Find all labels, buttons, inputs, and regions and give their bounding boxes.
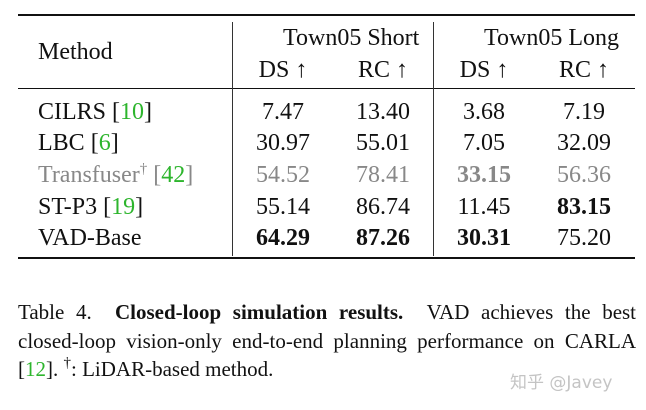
column-header: RC ↑ bbox=[357, 57, 408, 83]
method-cell: CILRS [10] bbox=[38, 100, 152, 124]
ref-bracket: ] bbox=[135, 194, 144, 220]
ref-bracket: ]. bbox=[46, 357, 59, 381]
method-cell: ST-P3 [19] bbox=[38, 195, 143, 219]
value-cell: 55.01 bbox=[356, 130, 410, 156]
citation: 10 bbox=[120, 99, 145, 125]
value-cell: 33.15 bbox=[457, 162, 511, 188]
column-header: RC ↑ bbox=[558, 57, 609, 83]
value-cell: 13.40 bbox=[356, 99, 410, 125]
ref-bracket: ] bbox=[110, 130, 119, 156]
value-cell: 83.15 bbox=[557, 194, 611, 220]
ref-bracket: ] bbox=[144, 99, 153, 125]
header-method: Method bbox=[38, 39, 113, 65]
method-cell: VAD-Base bbox=[38, 226, 142, 250]
column-header: DS ↑ bbox=[459, 57, 509, 83]
top-rule bbox=[18, 14, 635, 16]
citation: 6 bbox=[98, 130, 111, 156]
mid-rule bbox=[18, 88, 635, 89]
divider bbox=[433, 22, 434, 256]
column-header: DS ↑ bbox=[258, 57, 308, 83]
value-cell: 11.45 bbox=[457, 194, 511, 220]
method-name: Transfuser bbox=[38, 162, 140, 188]
value-cell: 54.52 bbox=[256, 162, 310, 188]
divider bbox=[232, 22, 233, 256]
ref-bracket: [ bbox=[153, 162, 162, 188]
footnote-mark: † bbox=[63, 355, 72, 371]
footnote-mark: † bbox=[139, 161, 148, 177]
ref-bracket: [ bbox=[18, 357, 25, 381]
watermark: 知乎 @Javey bbox=[510, 373, 613, 393]
value-cell: 7.19 bbox=[563, 99, 605, 125]
method-name: CILRS bbox=[38, 99, 107, 125]
value-cell: 30.31 bbox=[457, 225, 511, 251]
value-cell: 64.29 bbox=[256, 225, 310, 251]
caption-text: VAD achieves the best closed-loop vision… bbox=[18, 300, 637, 353]
ref-bracket: [ bbox=[103, 194, 112, 220]
value-cell: 30.97 bbox=[256, 130, 310, 156]
value-cell: 55.14 bbox=[256, 194, 310, 220]
method-name: LBC bbox=[38, 130, 85, 156]
caption-heading: Closed-loop simulation results. bbox=[114, 300, 404, 324]
value-cell: 3.68 bbox=[463, 99, 505, 125]
method-cell: LBC [6] bbox=[38, 131, 119, 155]
method-cell: Transfuser† [42] bbox=[38, 161, 194, 188]
value-cell: 32.09 bbox=[557, 130, 611, 156]
value-cell: 7.47 bbox=[262, 99, 304, 125]
bottom-rule bbox=[18, 257, 635, 259]
citation: 42 bbox=[161, 162, 186, 188]
value-cell: 78.41 bbox=[356, 162, 410, 188]
caption-note: : LiDAR-based method. bbox=[71, 357, 274, 381]
ref-bracket: [ bbox=[90, 130, 99, 156]
method-name: ST-P3 bbox=[38, 194, 98, 220]
group-header: Town05 Short bbox=[283, 25, 420, 51]
method-name: VAD-Base bbox=[38, 225, 142, 251]
value-cell: 87.26 bbox=[356, 225, 410, 251]
value-cell: 75.20 bbox=[557, 225, 611, 251]
ref-bracket: [ bbox=[112, 99, 121, 125]
value-cell: 7.05 bbox=[463, 130, 505, 156]
group-header: Town05 Long bbox=[484, 25, 619, 51]
value-cell: 56.36 bbox=[557, 162, 611, 188]
caption-label: Table 4. bbox=[18, 300, 92, 324]
citation: 12 bbox=[25, 357, 46, 381]
citation: 19 bbox=[111, 194, 136, 220]
ref-bracket: ] bbox=[185, 162, 194, 188]
caption: Table 4. Closed-loop simulation results.… bbox=[18, 298, 636, 384]
value-cell: 86.74 bbox=[356, 194, 410, 220]
